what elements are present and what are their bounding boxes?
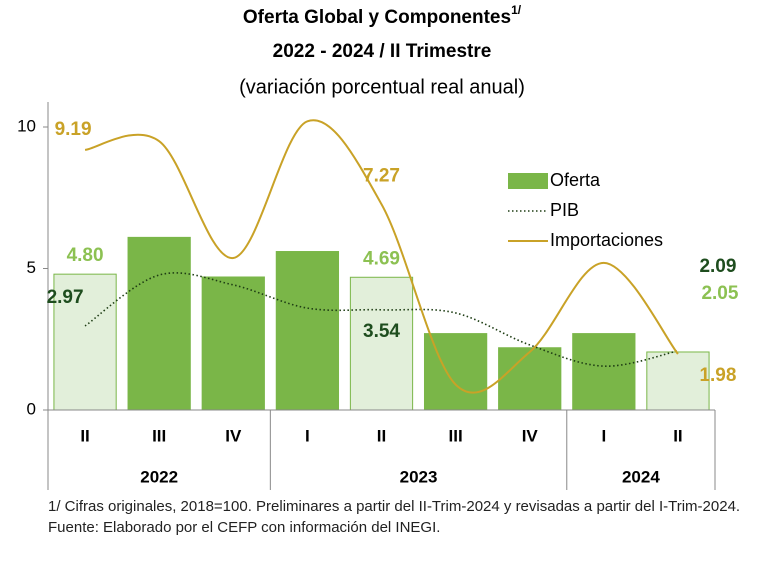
data-label: 3.54 (363, 321, 400, 342)
chart-subtitle: (variación porcentual real anual) (239, 76, 525, 98)
data-label: 2.05 (701, 283, 738, 304)
bar (127, 236, 191, 411)
line (84, 119, 679, 394)
group-label: 2024 (622, 467, 660, 486)
footnotes: 1/ Cifras originales, 2018=100. Prelimin… (48, 496, 760, 538)
y-tick-label: 10 (17, 116, 36, 135)
data-label: 1.98 (699, 365, 736, 386)
data-label: 4.69 (363, 248, 400, 269)
y-tick-label: 5 (27, 258, 36, 277)
x-tick-label: IV (225, 426, 242, 445)
legend-swatch (508, 173, 548, 189)
title-text: Oferta Global y Componentes (243, 7, 511, 28)
x-tick-label: II (377, 426, 386, 445)
x-tick-label: II (673, 426, 682, 445)
bar (201, 276, 265, 411)
bar (275, 251, 340, 411)
chart-title: Oferta Global y Componentes1/ (243, 3, 522, 28)
group-label: 2023 (400, 467, 438, 486)
footnote: Fuente: Elaborado por el CEFP con inform… (48, 519, 441, 536)
data-label: 2.09 (699, 256, 736, 277)
x-tick-label: II (80, 426, 89, 445)
x-tick-label: III (152, 426, 166, 445)
footnote: 1/ Cifras originales, 2018=100. Prelimin… (48, 498, 741, 515)
x-tick-label: IV (522, 426, 539, 445)
data-label: 2.97 (47, 287, 84, 308)
data-label: 4.80 (67, 245, 104, 266)
legend-label: Oferta (550, 170, 601, 190)
chart-subtitle: 2022 - 2024 / II Trimestre (273, 41, 492, 62)
data-label: 9.19 (55, 119, 92, 140)
bar (646, 351, 710, 411)
x-tick-label: I (305, 426, 310, 445)
group-label: 2022 (140, 467, 178, 486)
bar (572, 333, 636, 411)
bar (498, 347, 562, 411)
x-tick-label: I (601, 426, 606, 445)
bar (53, 273, 117, 411)
y-tick-label: 0 (27, 399, 36, 418)
data-label: 7.27 (363, 165, 400, 186)
title-note: 1/ (511, 3, 522, 17)
x-tick-label: III (449, 426, 463, 445)
legend-label: PIB (550, 200, 579, 220)
bar (349, 276, 414, 411)
legend-label: Importaciones (550, 230, 663, 250)
